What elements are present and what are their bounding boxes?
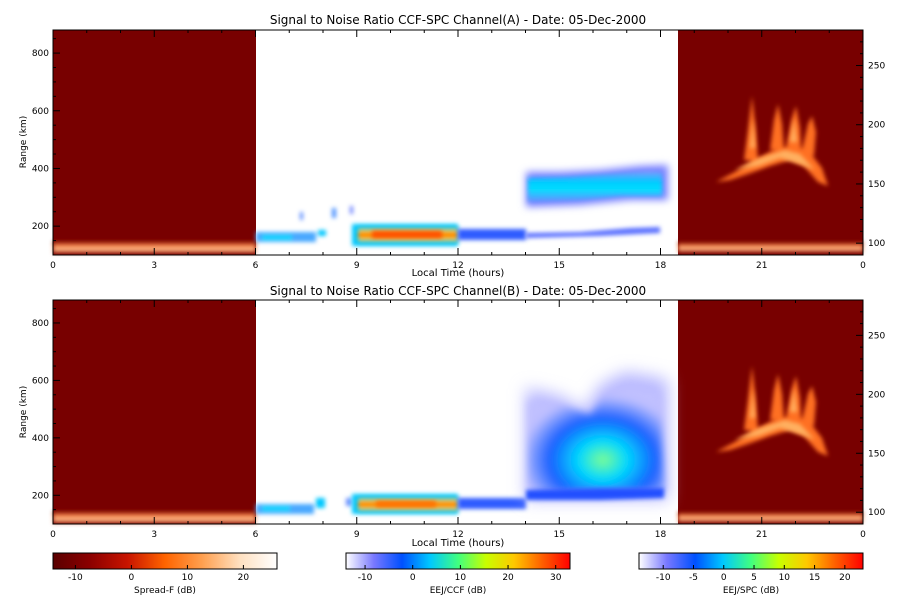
x-tick-label: 18 bbox=[655, 530, 667, 540]
colorbar-tick-label: 0 bbox=[129, 573, 135, 583]
y-left-tick-label: 400 bbox=[32, 164, 49, 174]
x-tick-label: 6 bbox=[253, 261, 259, 271]
panel-b-spc-layer bbox=[458, 498, 526, 509]
y-right-tick-label: 250 bbox=[868, 331, 885, 341]
panel-b-ylabel: Range (km) bbox=[19, 386, 29, 438]
panel-b-spc-bottom-layer bbox=[526, 488, 664, 500]
colorbar-3 bbox=[638, 552, 864, 570]
y-left-tick-label: 800 bbox=[32, 49, 49, 59]
colorbar-label: EEJ/CCF (dB) bbox=[430, 586, 487, 596]
colorbar-tick-label: 10 bbox=[455, 573, 467, 583]
panel-a-spreadf-left-bottom-band bbox=[53, 241, 256, 253]
panel-a-spreadf-right bbox=[678, 30, 863, 255]
x-tick-label: 21 bbox=[756, 530, 767, 540]
panel-a-spc-upper-layer bbox=[528, 170, 662, 202]
colorbar-label: Spread-F (dB) bbox=[134, 586, 196, 596]
colorbar-tick-label: -5 bbox=[689, 573, 698, 583]
x-tick-label: 21 bbox=[756, 261, 767, 271]
colorbar-2 bbox=[345, 552, 571, 570]
colorbar-tick-label: 10 bbox=[779, 573, 791, 583]
y-right-tick-label: 250 bbox=[868, 62, 885, 72]
panel-a-ylabel: Range (km) bbox=[19, 116, 29, 168]
panel-b-spc-diffuse bbox=[528, 385, 664, 492]
panel-a-xlabel: Local Time (hours) bbox=[412, 268, 505, 279]
y-right-tick-label: 150 bbox=[868, 449, 885, 459]
y-left-tick-label: 200 bbox=[32, 491, 49, 501]
panel-b-title: Signal to Noise Ratio CCF-SPC Channel(B)… bbox=[270, 284, 646, 298]
x-tick-label: 0 bbox=[50, 530, 56, 540]
x-tick-label: 9 bbox=[354, 530, 360, 540]
x-tick-label: 6 bbox=[253, 530, 259, 540]
colorbar-1 bbox=[52, 552, 278, 570]
panel-channel-b: Signal to Noise Ratio CCF-SPC Channel(B)… bbox=[19, 284, 885, 549]
colorbar-tick-label: 20 bbox=[238, 573, 250, 583]
x-tick-label: 9 bbox=[354, 261, 360, 271]
y-right-tick-label: 100 bbox=[868, 508, 885, 518]
panel-channel-a: Signal to Noise Ratio CCF-SPC Channel(A)… bbox=[19, 13, 885, 279]
panel-a-spreadf-right-bottom-band bbox=[678, 242, 863, 252]
panel-b-plume-cores bbox=[735, 388, 815, 440]
y-left-tick-label: 600 bbox=[32, 107, 49, 117]
panel-a-ccf-patches bbox=[256, 206, 353, 242]
panel-b-ccf-layer-core bbox=[376, 501, 436, 507]
x-tick-label: 12 bbox=[452, 261, 463, 271]
colorbar-tick-label: 20 bbox=[502, 573, 514, 583]
x-tick-label: 0 bbox=[50, 261, 56, 271]
y-right-tick-label: 100 bbox=[868, 239, 885, 249]
colorbar-tick-label: 0 bbox=[410, 573, 416, 583]
colorbar-tick-label: 10 bbox=[182, 573, 194, 583]
y-right-tick-label: 200 bbox=[868, 121, 885, 131]
panel-a-spc-layer bbox=[458, 229, 526, 240]
panel-b-spreadf-right-bottom-band bbox=[678, 512, 863, 522]
panel-a-spreadf-left bbox=[53, 30, 256, 255]
y-left-tick-label: 800 bbox=[32, 319, 49, 329]
x-tick-label: 18 bbox=[655, 261, 667, 271]
panel-a-ccf-layer-core bbox=[372, 231, 442, 238]
y-right-tick-label: 150 bbox=[868, 180, 885, 190]
colorbar-tick-label: 0 bbox=[721, 573, 727, 583]
x-tick-label: 0 bbox=[860, 261, 866, 271]
panel-a-plume-cores bbox=[735, 118, 815, 170]
x-tick-label: 12 bbox=[452, 530, 463, 540]
colorbars: -10 0 10 20 Spread-F (dB) -10 0 10 20 30 EEJ/CCF (… bbox=[52, 552, 864, 596]
colorbar-tick-label: -10 bbox=[358, 573, 373, 583]
panel-b-spreadf-left bbox=[53, 300, 256, 524]
y-left-tick-label: 200 bbox=[32, 222, 49, 232]
x-tick-label: 15 bbox=[554, 530, 565, 540]
panel-b-axes: 0 3 6 9 12 15 18 21 0 200 400 600 800 100 150 200 250 bbox=[32, 299, 885, 540]
colorbar-tick-label: -10 bbox=[68, 573, 83, 583]
panel-b-spreadf-right bbox=[678, 300, 863, 524]
panel-a-title: Signal to Noise Ratio CCF-SPC Channel(A)… bbox=[270, 13, 646, 27]
colorbar-tick-label: 30 bbox=[550, 573, 562, 583]
x-tick-label: 0 bbox=[860, 530, 866, 540]
colorbar-tick-label: -10 bbox=[656, 573, 671, 583]
x-tick-label: 3 bbox=[151, 530, 157, 540]
colorbar-label: EEJ/SPC (dB) bbox=[723, 586, 779, 596]
panel-b-xlabel: Local Time (hours) bbox=[412, 538, 505, 549]
colorbar-tick-label: 5 bbox=[751, 573, 757, 583]
y-left-tick-label: 400 bbox=[32, 434, 49, 444]
x-tick-label: 3 bbox=[151, 261, 157, 271]
x-tick-label: 15 bbox=[554, 261, 565, 271]
colorbar-tick-label: 15 bbox=[809, 573, 820, 583]
panel-b-ccf-patches bbox=[256, 498, 352, 514]
y-right-tick-label: 200 bbox=[868, 390, 885, 400]
colorbar-tick-label: 20 bbox=[839, 573, 851, 583]
panel-a-axes: 0 3 6 9 12 15 18 21 0 200 400 600 800 100 150 200 250 bbox=[32, 29, 885, 271]
y-left-tick-label: 600 bbox=[32, 376, 49, 386]
panel-a-spc-thin-layer bbox=[526, 227, 660, 238]
